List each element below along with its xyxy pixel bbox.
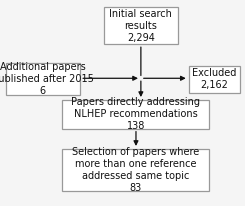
Text: Additional papers
published after 2015
6: Additional papers published after 2015 6 bbox=[0, 62, 94, 96]
FancyBboxPatch shape bbox=[62, 100, 209, 129]
FancyBboxPatch shape bbox=[62, 149, 209, 191]
FancyBboxPatch shape bbox=[104, 7, 178, 44]
FancyBboxPatch shape bbox=[189, 66, 240, 93]
Text: Initial search
results
2,294: Initial search results 2,294 bbox=[110, 9, 172, 43]
FancyBboxPatch shape bbox=[5, 63, 80, 95]
Text: Excluded
2,162: Excluded 2,162 bbox=[192, 68, 237, 90]
Text: Selection of papers where
more than one reference
addressed same topic
83: Selection of papers where more than one … bbox=[72, 147, 200, 193]
Text: Papers directly addressing
NLHEP recommendations
138: Papers directly addressing NLHEP recomme… bbox=[72, 97, 200, 131]
